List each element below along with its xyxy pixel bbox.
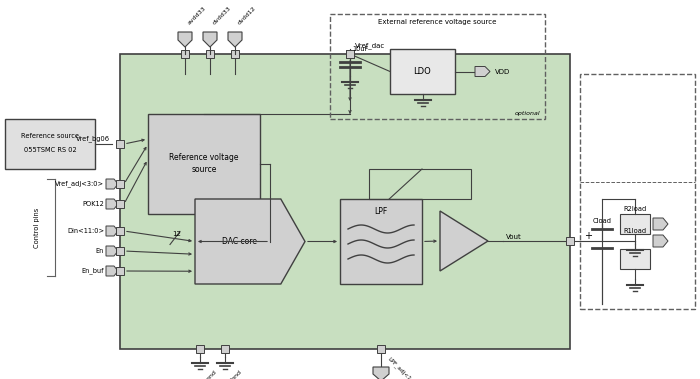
Polygon shape — [106, 199, 118, 209]
Bar — [221, 345, 229, 353]
Text: Vref_adj<3:0>: Vref_adj<3:0> — [55, 181, 104, 187]
Bar — [148, 114, 260, 214]
Text: Reference source: Reference source — [21, 133, 79, 139]
Polygon shape — [106, 226, 118, 236]
Polygon shape — [203, 32, 217, 47]
Bar — [580, 74, 695, 309]
Text: dvdd33: dvdd33 — [212, 6, 232, 26]
Text: +: + — [584, 231, 592, 241]
Bar — [181, 50, 189, 58]
Text: 10uF: 10uF — [352, 46, 368, 52]
Bar — [369, 169, 471, 199]
Bar — [116, 140, 124, 148]
Polygon shape — [653, 235, 668, 247]
Bar — [390, 49, 455, 94]
Text: External reference voltage source: External reference voltage source — [378, 19, 497, 25]
Text: dvdd12: dvdd12 — [237, 6, 257, 26]
Text: Vref_bg06: Vref_bg06 — [76, 136, 110, 143]
Polygon shape — [106, 246, 118, 256]
Polygon shape — [106, 179, 118, 189]
Polygon shape — [653, 218, 668, 230]
Bar — [206, 50, 214, 58]
Bar — [620, 214, 650, 234]
Text: 055TSMC RS 02: 055TSMC RS 02 — [24, 147, 76, 153]
Bar — [116, 200, 124, 208]
Text: avdd33: avdd33 — [187, 6, 207, 26]
Text: optional: optional — [514, 111, 540, 116]
Polygon shape — [106, 266, 118, 276]
Polygon shape — [440, 211, 488, 271]
Bar — [116, 227, 124, 235]
Text: En: En — [96, 248, 104, 254]
Text: source: source — [191, 166, 217, 174]
Polygon shape — [178, 32, 192, 47]
Text: POK12: POK12 — [82, 201, 104, 207]
Text: VDD: VDD — [495, 69, 510, 75]
Text: LPF_adj<1:0>: LPF_adj<1:0> — [386, 356, 419, 379]
Bar — [116, 247, 124, 255]
Bar — [231, 50, 239, 58]
Bar — [330, 14, 545, 119]
Text: En_buf: En_buf — [81, 268, 104, 274]
Bar — [377, 345, 385, 353]
Bar — [5, 119, 95, 169]
Polygon shape — [195, 199, 305, 284]
Text: Vref_dac: Vref_dac — [355, 42, 385, 49]
Text: Vout: Vout — [506, 234, 522, 240]
Text: Control pins: Control pins — [34, 207, 40, 247]
Text: 12: 12 — [173, 230, 181, 236]
Bar — [346, 50, 354, 58]
Polygon shape — [475, 66, 490, 77]
Text: R2load: R2load — [624, 206, 647, 212]
Bar — [116, 267, 124, 275]
Bar — [196, 345, 204, 353]
Text: Din<11:0>: Din<11:0> — [67, 228, 104, 234]
Text: DAC core: DAC core — [221, 237, 256, 246]
Text: Reference voltage: Reference voltage — [169, 153, 239, 163]
Text: agnd: agnd — [203, 369, 218, 379]
Bar — [340, 199, 422, 284]
Text: R1load: R1load — [624, 228, 647, 234]
Bar — [116, 180, 124, 188]
Bar — [346, 50, 354, 58]
Polygon shape — [228, 32, 242, 47]
Polygon shape — [373, 367, 389, 379]
Text: LPF: LPF — [374, 207, 388, 216]
Bar — [120, 54, 570, 349]
Text: LDO: LDO — [414, 67, 431, 76]
Text: Cload: Cload — [592, 218, 612, 224]
Text: dgnd: dgnd — [228, 369, 243, 379]
Bar — [566, 237, 574, 245]
Bar — [620, 249, 650, 269]
